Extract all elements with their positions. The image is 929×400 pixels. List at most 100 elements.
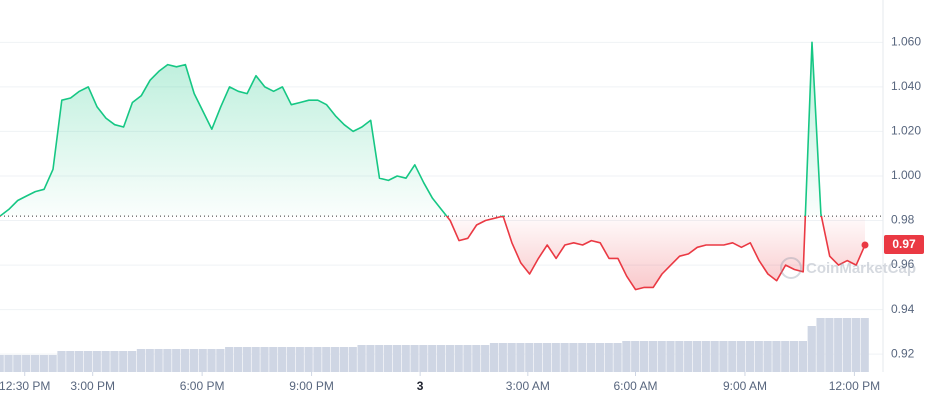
volume-bar	[613, 343, 622, 372]
volume-bar	[392, 345, 402, 372]
volume-bar	[163, 349, 172, 372]
x-tick-label: 9:00 PM	[289, 379, 334, 393]
x-tick-label: 3:00 AM	[506, 379, 550, 393]
volume-bar	[410, 345, 419, 372]
volume-bar	[119, 351, 128, 372]
volume-bar	[30, 355, 40, 372]
volume-bar	[251, 347, 260, 372]
volume-bar	[92, 351, 101, 372]
volume-bar	[516, 343, 525, 372]
volume-bar	[22, 355, 31, 372]
volume-bar	[631, 341, 640, 372]
volume-bar	[198, 349, 207, 372]
volume-bar	[463, 345, 472, 372]
volume-bar	[648, 341, 657, 372]
volume-bar	[260, 347, 269, 372]
volume-bar	[428, 345, 437, 372]
volume-bar	[534, 343, 543, 372]
x-tick-label: 6:00 PM	[180, 379, 225, 393]
volume-bar	[401, 345, 410, 372]
volume-bar	[66, 351, 75, 372]
volume-bar	[419, 345, 428, 372]
volume-bar	[666, 341, 675, 372]
volume-bar	[154, 349, 163, 372]
volume-bar	[375, 345, 384, 372]
x-tick-label: 6:00 AM	[613, 379, 657, 393]
volume-bar	[313, 347, 322, 372]
volume-bar	[127, 351, 137, 372]
watermark: CoinMarketCap	[780, 257, 916, 279]
volume-bar	[322, 347, 331, 372]
price-tag	[884, 235, 924, 255]
volume-bar	[675, 341, 684, 372]
volume-bar	[507, 343, 516, 372]
price-tag-label: 0.97	[892, 237, 916, 251]
volume-bar	[269, 347, 278, 372]
volume-bar	[242, 347, 251, 372]
volume-bar	[560, 343, 569, 372]
volume-bar	[842, 318, 852, 372]
y-tick-label: 0.96	[891, 257, 915, 271]
volume-bar	[569, 343, 578, 372]
volume-bar	[825, 318, 834, 372]
volume-bar	[225, 347, 234, 372]
volume-bar	[781, 341, 790, 372]
y-tick-label: 1.040	[891, 79, 921, 93]
volume-bar	[816, 318, 825, 372]
volume-bar	[436, 345, 446, 372]
volume-bar	[481, 345, 490, 372]
volume-bar	[719, 341, 728, 372]
volume-bar	[286, 347, 296, 372]
y-tick-label: 1.020	[891, 124, 921, 138]
volume-bar	[366, 345, 375, 372]
watermark-logo	[780, 257, 802, 279]
price-area	[0, 42, 865, 290]
volume-bar	[551, 343, 560, 372]
x-tick-label: 12:00 PM	[829, 379, 880, 393]
volume-bar	[745, 341, 755, 372]
volume-bar	[701, 341, 710, 372]
volume-bar	[39, 355, 48, 372]
y-tick-label: 0.94	[891, 302, 915, 316]
volume-bar	[101, 351, 110, 372]
volume-bar	[445, 345, 454, 372]
volume-bar	[789, 341, 799, 372]
volume-bar	[4, 355, 13, 372]
volume-bar	[348, 347, 357, 372]
volume-bar	[339, 347, 349, 372]
volume-bar	[83, 351, 93, 372]
volume-bar	[189, 349, 198, 372]
volume-bar	[525, 343, 534, 372]
volume-bar	[622, 341, 631, 372]
volume-bar	[233, 347, 243, 372]
volume-bar	[145, 349, 154, 372]
y-tick-label: 1.000	[891, 168, 921, 182]
volume-bar	[110, 351, 119, 372]
volume-bar	[860, 318, 869, 372]
volume-bar	[207, 349, 216, 372]
price-line	[0, 41, 866, 291]
volume-bar	[295, 347, 304, 372]
volume-bar	[737, 341, 746, 372]
x-tick-label: 3	[417, 379, 424, 393]
volume-bar	[851, 318, 860, 372]
volume-bar	[834, 318, 843, 372]
volume-bar	[278, 347, 287, 372]
volume-bar	[763, 341, 772, 372]
y-tick-label: 0.92	[891, 346, 915, 360]
x-tick-label: 9:00 AM	[723, 379, 767, 393]
volume-bar	[754, 341, 763, 372]
volume-bar	[304, 347, 313, 372]
volume-bar	[172, 349, 181, 372]
volume-bar	[595, 343, 605, 372]
volume-bar	[586, 343, 596, 372]
volume-bar	[639, 341, 649, 372]
x-tick-label: 12:30 PM	[0, 379, 50, 393]
volume-bar	[330, 347, 340, 372]
volume-bar	[357, 345, 366, 372]
volume-bar	[0, 355, 4, 372]
volume-bar	[57, 351, 66, 372]
volume-bar	[578, 343, 587, 372]
volume-bar	[75, 351, 84, 372]
